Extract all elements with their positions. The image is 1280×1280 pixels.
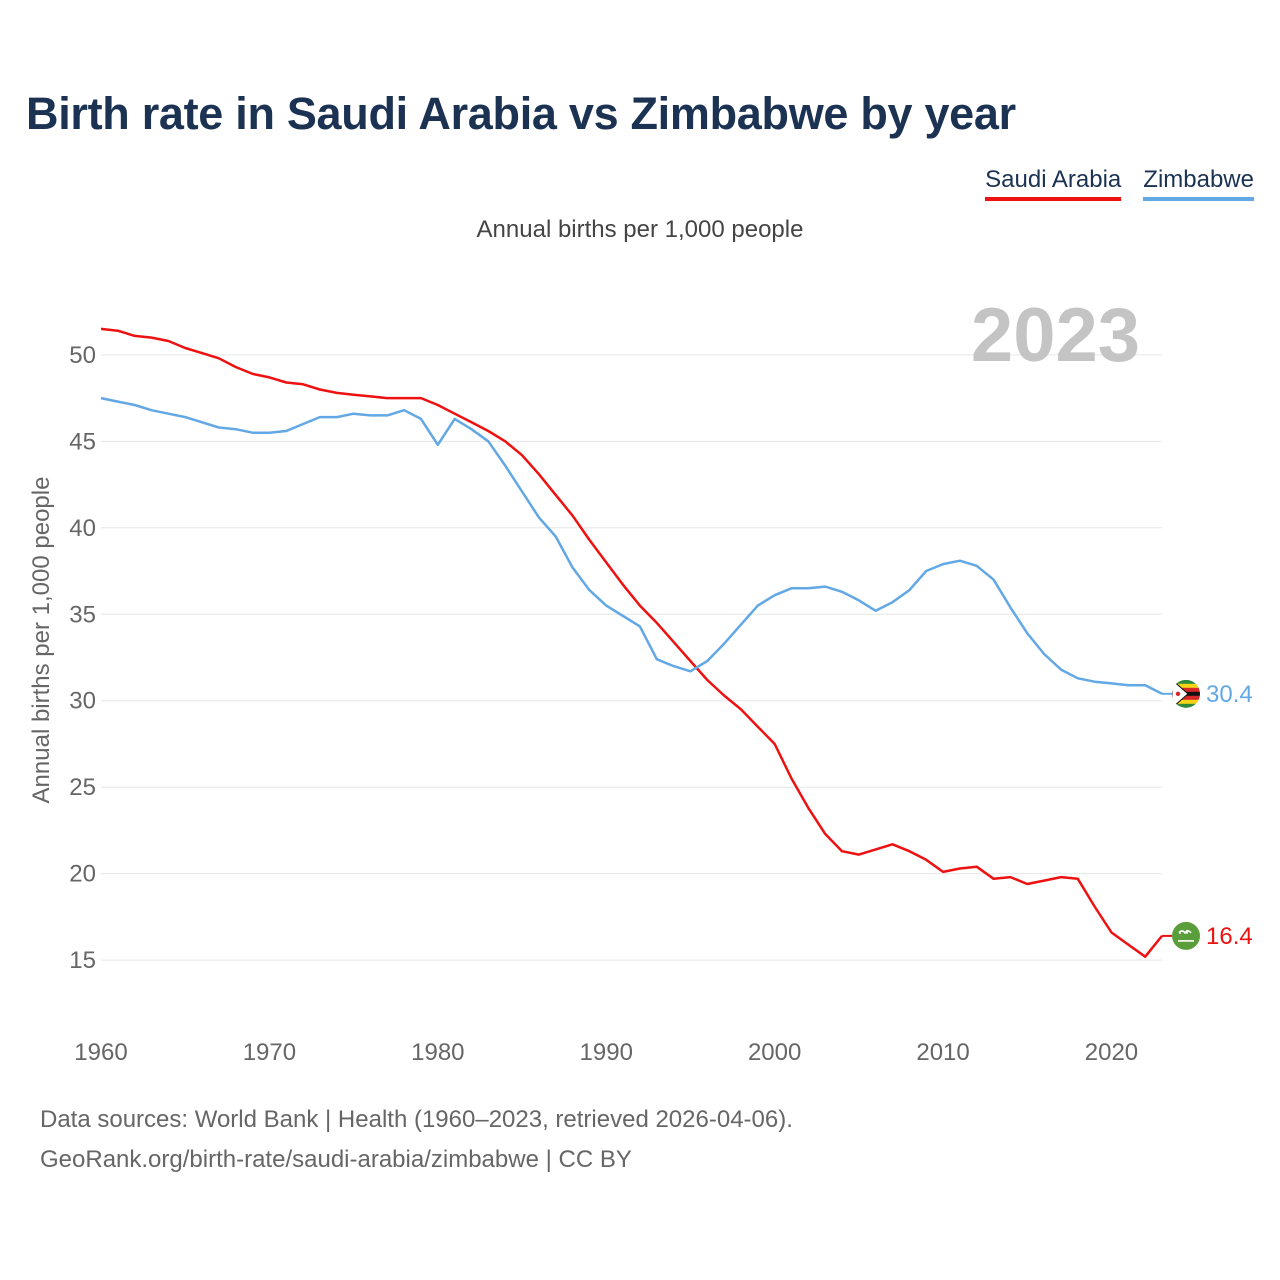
end-label-zimbabwe: 30.4 [1206, 681, 1253, 708]
x-tick-label: 2000 [748, 1039, 801, 1066]
y-tick-label: 20 [69, 861, 96, 888]
x-tick-label: 1960 [74, 1039, 127, 1066]
series-line-zimbabwe [100, 396, 1163, 695]
flag-script [1178, 929, 1192, 935]
flag-star [1175, 691, 1181, 697]
flag-band [1172, 683, 1200, 689]
flag-bands [1172, 679, 1200, 708]
y-tick-label: 15 [69, 947, 96, 974]
flag-band [1172, 679, 1200, 685]
x-tick-label: 2010 [916, 1039, 969, 1066]
x-tick-label: 2020 [1085, 1039, 1138, 1066]
source-url[interactable]: GeoRank.org/birth-rate/saudi-arabia/zimb… [40, 1146, 632, 1173]
x-tick-label: 1990 [580, 1039, 633, 1066]
y-tick-label: 40 [69, 515, 96, 542]
flag-band [1172, 703, 1200, 708]
x-tick-label: 1980 [411, 1039, 464, 1066]
x-tick-label: 1970 [243, 1039, 296, 1066]
legend: Saudi Arabia Zimbabwe [985, 166, 1254, 201]
y-tick-label: 30 [69, 688, 96, 715]
y-tick-label: 35 [69, 601, 96, 628]
series-line-saudi-arabia [100, 327, 1163, 958]
flag-band [1172, 687, 1200, 693]
legend-item-saudi-arabia[interactable]: Saudi Arabia [985, 166, 1122, 201]
y-tick-label: 50 [69, 342, 96, 369]
y-tick-label: 25 [69, 774, 96, 801]
data-source-note: Data sources: World Bank | Health (1960–… [40, 1106, 793, 1133]
flag-band [1172, 699, 1200, 705]
flag-band [1172, 695, 1200, 701]
legend-item-zimbabwe[interactable]: Zimbabwe [1143, 166, 1254, 201]
chart-title: Birth rate in Saudi Arabia vs Zimbabwe b… [26, 88, 1016, 139]
year-overlay: 2023 [971, 293, 1140, 378]
flag-background [1172, 921, 1200, 950]
chart-subtitle: Annual births per 1,000 people [476, 216, 804, 243]
zimbabwe-flag-icon [1172, 679, 1200, 708]
saudi-arabia-flag-icon [1172, 921, 1200, 950]
end-label-saudi-arabia: 16.4 [1206, 923, 1253, 950]
y-tick-label: 45 [69, 428, 96, 455]
